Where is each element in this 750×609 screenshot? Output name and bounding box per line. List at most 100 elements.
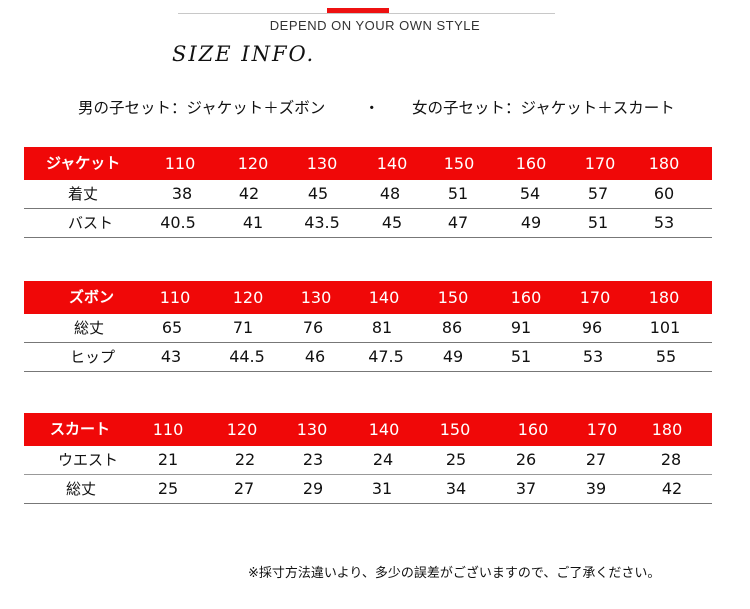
table-cell: 44.5 xyxy=(229,347,265,366)
table-cell: 49 xyxy=(442,347,464,366)
table-cell: 38 xyxy=(171,184,193,203)
size-header: 170 xyxy=(579,288,611,307)
table-cell: 24 xyxy=(372,450,394,469)
table-header-row: ズボン 110 120 130 140 150 160 170 180 xyxy=(24,281,712,314)
row-label: 着丈 xyxy=(68,185,99,203)
table-cell: 25 xyxy=(157,479,179,498)
size-header: 130 xyxy=(296,420,328,439)
row-label: ヒップ xyxy=(70,348,116,366)
size-header: 120 xyxy=(232,288,264,307)
table-cell: 43.5 xyxy=(304,213,340,232)
tagline: DEPEND ON YOUR OWN STYLE xyxy=(269,18,481,33)
table-cell: 48 xyxy=(379,184,401,203)
table-cell: 86 xyxy=(441,318,463,337)
table-cell: 42 xyxy=(238,184,260,203)
table-cell: 43 xyxy=(160,347,182,366)
table-cell: 39 xyxy=(585,479,607,498)
table-header-row: ジャケット 110 120 130 140 150 160 170 180 xyxy=(24,147,712,180)
table-row: 総丈 25 27 29 31 34 37 39 42 xyxy=(24,475,712,504)
table-cell: 27 xyxy=(585,450,607,469)
table-cell: 91 xyxy=(510,318,532,337)
size-header: 140 xyxy=(376,154,408,173)
size-header: 130 xyxy=(306,154,338,173)
table-cell: 51 xyxy=(587,213,609,232)
table-header-row: スカート 110 120 130 140 150 160 170 180 xyxy=(24,413,712,446)
size-header: 140 xyxy=(368,288,400,307)
table-cell: 51 xyxy=(510,347,532,366)
table-cell: 55 xyxy=(655,347,677,366)
table-cell: 47.5 xyxy=(368,347,404,366)
set-separator: ・ xyxy=(364,99,380,117)
size-header: 150 xyxy=(439,420,471,439)
table-row: 着丈 38 42 45 48 51 54 57 60 xyxy=(24,180,712,209)
size-header: 160 xyxy=(515,154,547,173)
table-cell: 60 xyxy=(653,184,675,203)
table-cell: 53 xyxy=(582,347,604,366)
size-header: 110 xyxy=(159,288,191,307)
table-cell: 47 xyxy=(447,213,469,232)
table-cell: 96 xyxy=(581,318,603,337)
table-row: 総丈 65 71 76 81 86 91 96 101 xyxy=(24,314,712,343)
jacket-size-table: ジャケット 110 120 130 140 150 160 170 180 着丈… xyxy=(24,147,712,238)
size-header: 150 xyxy=(437,288,469,307)
size-header: 150 xyxy=(443,154,475,173)
table-cell: 41 xyxy=(242,213,264,232)
size-header: 170 xyxy=(586,420,618,439)
table-cell: 76 xyxy=(302,318,324,337)
table-title: スカート xyxy=(50,420,111,438)
size-info-heading: SIZE INFO. xyxy=(172,42,316,66)
table-cell: 23 xyxy=(302,450,324,469)
table-cell: 54 xyxy=(519,184,541,203)
table-cell: 21 xyxy=(157,450,179,469)
measurement-note: ※採寸方法違いより、多少の誤差がございますので、ご了承ください。 xyxy=(248,566,661,581)
size-header: 110 xyxy=(152,420,184,439)
table-cell: 22 xyxy=(234,450,256,469)
boys-set-text: 男の子セット：ジャケット＋ズボン xyxy=(78,99,326,117)
table-cell: 49 xyxy=(520,213,542,232)
table-cell: 27 xyxy=(233,479,255,498)
table-cell: 26 xyxy=(515,450,537,469)
table-cell: 81 xyxy=(371,318,393,337)
table-cell: 45 xyxy=(307,184,329,203)
row-label: ウエスト xyxy=(58,451,119,469)
table-cell: 28 xyxy=(660,450,682,469)
table-row: バスト 40.5 41 43.5 45 47 49 51 53 xyxy=(24,209,712,238)
table-title: ズボン xyxy=(69,288,115,306)
table-cell: 46 xyxy=(304,347,326,366)
size-header: 140 xyxy=(368,420,400,439)
table-cell: 25 xyxy=(445,450,467,469)
table-cell: 42 xyxy=(661,479,683,498)
size-header: 130 xyxy=(300,288,332,307)
table-cell: 101 xyxy=(649,318,681,337)
size-header: 160 xyxy=(510,288,542,307)
size-header: 180 xyxy=(648,154,680,173)
size-header: 110 xyxy=(164,154,196,173)
pants-size-table: ズボン 110 120 130 140 150 160 170 180 総丈 6… xyxy=(24,281,712,372)
table-cell: 37 xyxy=(515,479,537,498)
table-cell: 45 xyxy=(381,213,403,232)
size-header: 180 xyxy=(648,288,680,307)
top-accent-bar xyxy=(327,8,389,13)
row-label: 総丈 xyxy=(74,319,105,337)
table-cell: 31 xyxy=(371,479,393,498)
table-cell: 51 xyxy=(447,184,469,203)
size-header: 160 xyxy=(517,420,549,439)
row-label: バスト xyxy=(68,214,114,232)
table-cell: 29 xyxy=(302,479,324,498)
table-row: ヒップ 43 44.5 46 47.5 49 51 53 55 xyxy=(24,343,712,372)
table-cell: 53 xyxy=(653,213,675,232)
skirt-size-table: スカート 110 120 130 140 150 160 170 180 ウエス… xyxy=(24,413,712,504)
table-title: ジャケット xyxy=(46,154,121,172)
table-cell: 34 xyxy=(445,479,467,498)
table-cell: 40.5 xyxy=(160,213,196,232)
size-header: 170 xyxy=(584,154,616,173)
table-cell: 65 xyxy=(161,318,183,337)
table-row: ウエスト 21 22 23 24 25 26 27 28 xyxy=(24,446,712,475)
top-divider-line xyxy=(178,13,555,14)
size-header: 120 xyxy=(237,154,269,173)
table-cell: 57 xyxy=(587,184,609,203)
table-cell: 71 xyxy=(232,318,254,337)
size-header: 120 xyxy=(226,420,258,439)
row-label: 総丈 xyxy=(66,480,97,498)
girls-set-text: 女の子セット：ジャケット＋スカート xyxy=(412,99,675,117)
